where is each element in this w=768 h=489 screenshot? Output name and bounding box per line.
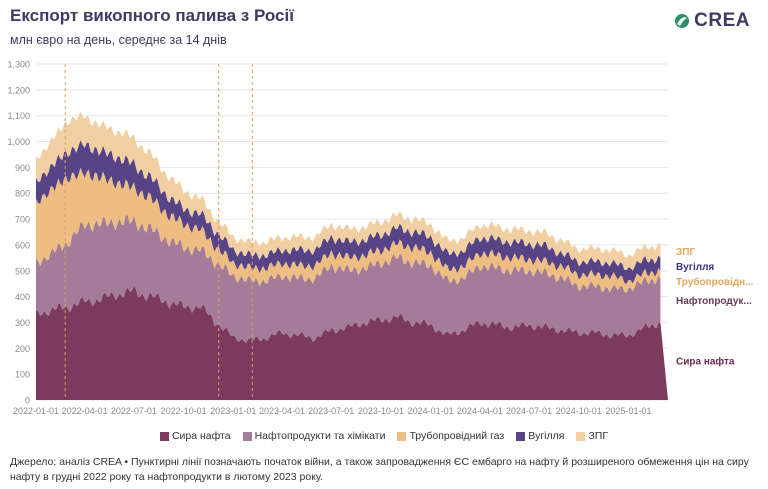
y-tick-label: 800 (15, 189, 30, 199)
x-tick-label: 2022-07-01 (111, 406, 157, 416)
y-tick-label: 200 (15, 344, 30, 354)
legend-label: Трубопровідний газ (409, 430, 505, 442)
x-tick-label: 2023-10-01 (358, 406, 404, 416)
end-label: Трубопровідн... (676, 276, 754, 288)
event-lines (64, 64, 253, 400)
logo-text: CREA (694, 10, 750, 31)
y-tick-label: 0 (25, 396, 30, 406)
x-tick-label: 2022-10-01 (161, 406, 207, 416)
source-note: Джерело: аналіз CREA • Пунктирні лінії п… (10, 456, 749, 483)
x-tick-label: 2025-01-01 (606, 406, 652, 416)
area-Нафтопродукти-та-хімікати (36, 215, 661, 343)
y-tick-label: 600 (15, 240, 30, 250)
x-tick-label: 2023-01-01 (210, 406, 256, 416)
x-axis: 2022-01-01 2022-04-01 2022-07-01 2022-10-01… (13, 406, 652, 416)
legend-swatch (516, 431, 526, 441)
legend-swatch (397, 431, 407, 441)
y-tick-label: 900 (15, 163, 30, 173)
x-tick-label: 2024-10-01 (556, 406, 602, 416)
x-tick-label: 2024-07-01 (506, 406, 552, 416)
x-tick-label: 2022-01-01 (13, 406, 59, 416)
x-tick-label: 2024-04-01 (457, 406, 503, 416)
chart-subtitle: млн євро на день, середнє за 14 днів (10, 33, 227, 47)
end-label: Сира нафта (676, 356, 735, 368)
legend-swatch (576, 431, 586, 441)
end-labels: ЗПГ Вугілля Трубопровідн... Нафтопродук... С… (676, 247, 754, 368)
legend: Сира нафта Нафтопродукти та хімікати Тру… (0, 430, 768, 442)
y-tick-label: 400 (15, 292, 30, 302)
legend-label: Вугілля (528, 430, 565, 442)
y-tick-label: 1,000 (7, 137, 30, 147)
legend-swatch (159, 431, 169, 441)
legend-item-lng[interactable]: ЗПГ (576, 430, 608, 442)
legend-label: ЗПГ (588, 430, 609, 442)
legend-item-coal[interactable]: Вугілля (516, 430, 564, 442)
area-ЗПГ (36, 111, 661, 271)
area-Сира-нафта (36, 286, 668, 400)
y-tick-label: 300 (15, 318, 30, 328)
legend-swatch (242, 431, 252, 441)
end-label: Вугілля (676, 262, 714, 273)
chart-title: Експорт викопного палива з Росії (10, 6, 294, 25)
y-tick-label: 1,100 (7, 111, 30, 121)
y-tick-label: 700 (15, 215, 30, 225)
legend-item-crude[interactable]: Сира нафта (159, 430, 231, 442)
crea-leaf-icon (675, 14, 690, 28)
legend-item-products[interactable]: Нафтопродукти та хімікати (242, 430, 386, 442)
y-tick-label: 1,200 (7, 85, 30, 95)
y-axis: 0 100 200 300 400 500 600 700 800 900 1,000 1,100 1,… (7, 60, 30, 406)
legend-item-pipeline-gas[interactable]: Трубопровідний газ (397, 430, 504, 442)
crea-logo: CREA (674, 10, 750, 32)
legend-label: Нафтопродукти та хімікати (254, 430, 386, 442)
x-tick-label: 2022-04-01 (62, 406, 108, 416)
legend-label: Сира нафта (171, 430, 231, 442)
y-tick-label: 1,300 (7, 60, 30, 70)
y-tick-label: 500 (15, 266, 30, 276)
end-label: Нафтопродук... (676, 295, 752, 307)
x-tick-label: 2024-01-01 (408, 406, 454, 416)
area-Трубопровідний-газ (36, 167, 661, 293)
y-tick-label: 100 (15, 370, 30, 380)
x-tick-label: 2023-07-01 (308, 406, 354, 416)
x-tick-label: 2023-04-01 (259, 406, 305, 416)
stacked-areas (36, 111, 668, 400)
end-label: ЗПГ (676, 247, 695, 258)
area-Вугілля (36, 139, 661, 284)
